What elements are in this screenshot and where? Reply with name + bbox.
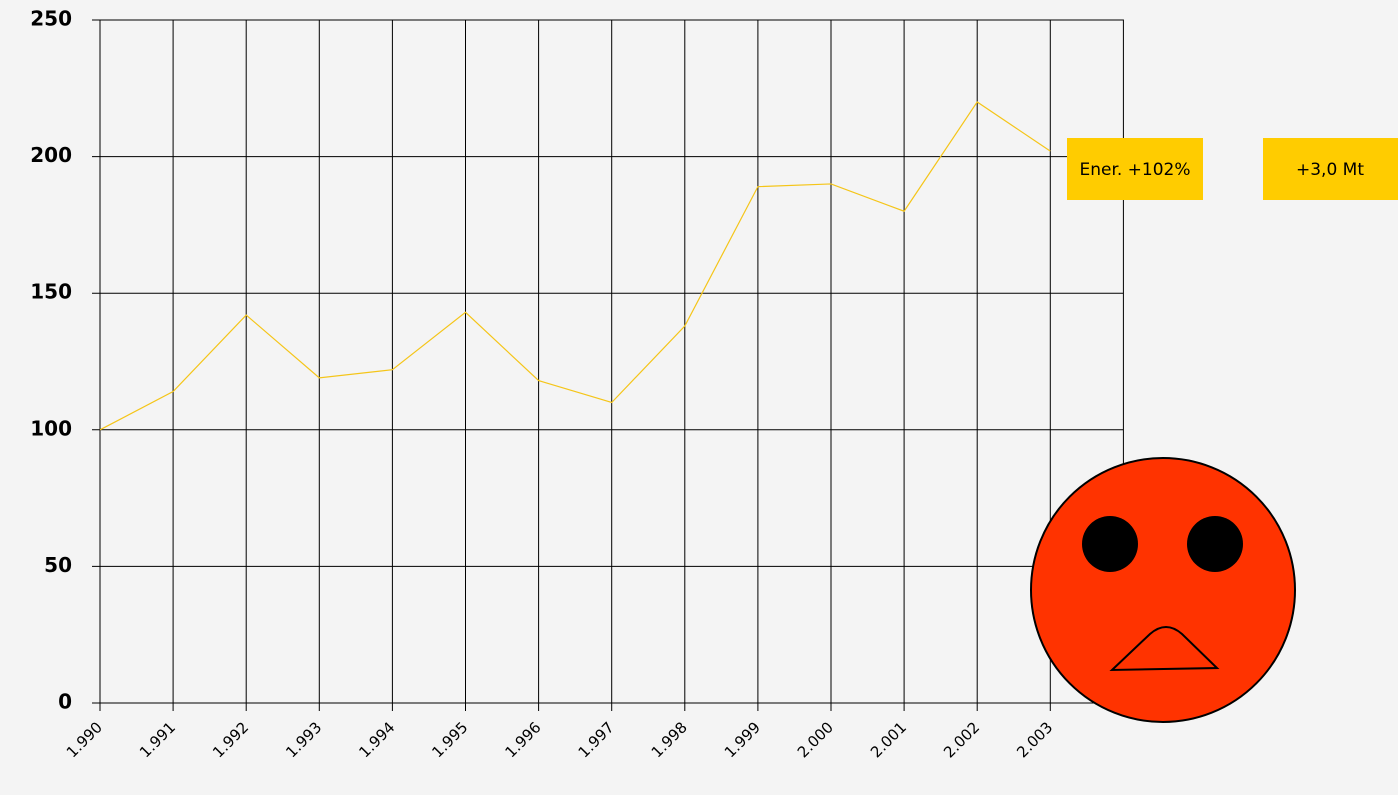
mouth xyxy=(1109,626,1220,672)
y-tick-label: 250 xyxy=(30,7,72,31)
annotation-box xyxy=(1067,138,1203,200)
annotation-box xyxy=(1263,138,1398,200)
y-tick-label: 200 xyxy=(30,143,72,167)
annotation: Ener. +102% xyxy=(1079,160,1190,180)
annotation: +3,0 Mt xyxy=(1296,160,1364,180)
y-tick-label: 150 xyxy=(30,280,72,304)
eye xyxy=(1082,516,1138,572)
eye xyxy=(1187,516,1243,572)
line xyxy=(99,101,1051,431)
y-tick-label: 0 xyxy=(58,690,72,714)
face xyxy=(1030,457,1296,723)
sad-face xyxy=(1030,457,1296,723)
y-tick-label: 100 xyxy=(30,416,72,440)
y-tick-label: 50 xyxy=(44,553,72,577)
